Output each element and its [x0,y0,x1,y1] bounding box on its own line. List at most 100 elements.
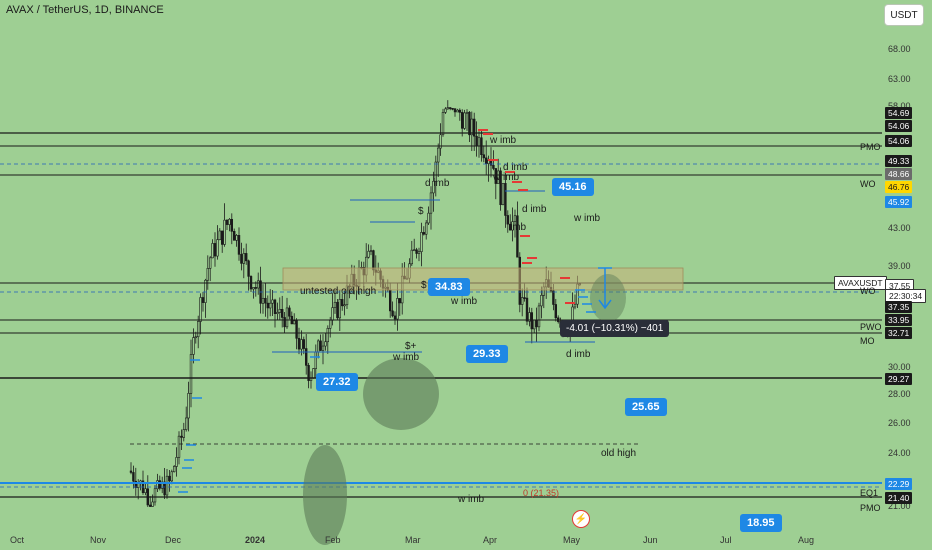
candle-body [252,287,255,290]
candle-body [185,417,188,430]
price-callout[interactable]: 34.83 [428,278,470,296]
candle-body [393,315,397,320]
candle-body [209,257,212,269]
candle-body [499,170,502,206]
price-tag: 48.66 [885,168,913,180]
candle-body [204,279,207,303]
candle-body [247,260,250,277]
candle-body [535,319,538,328]
candle-body [237,235,241,255]
annotation: w imb [393,352,420,363]
candle-body [295,320,298,339]
candle-body [432,180,435,194]
annotation: d imb [503,162,528,173]
time-tick: Aug [798,535,815,545]
candle-body [233,231,236,241]
candle-body [134,480,137,488]
candle-body [441,112,445,136]
annotation: $+ [405,341,417,352]
candle-body [144,488,147,493]
level-label: WO [860,179,876,189]
candle-body [201,297,205,303]
candle-body [458,109,461,113]
lightning-icon[interactable]: ⚡ [572,510,590,528]
candle-body [340,299,344,307]
price-tag: 37.35 [885,301,913,313]
candle-body [254,287,257,289]
candle-body [245,253,248,262]
candle-body [268,302,272,309]
candle-body [319,340,322,351]
candle-body [331,307,334,321]
candle-body [129,470,133,473]
candle-body [180,435,183,438]
candle-body [444,108,447,113]
candle-body [261,297,265,304]
candle-body [197,321,200,338]
price-callout[interactable]: 25.65 [625,398,667,416]
annotation: d imb [522,204,547,215]
price-tag: 45.92 [885,196,913,208]
candle-body [554,304,558,319]
price-tick: 68.00 [888,44,911,54]
level-label: PMO [860,142,881,152]
candle-body [165,475,169,496]
supply-zone [282,267,684,291]
candle-body [465,111,469,114]
candle-body [175,457,178,467]
candle-body [424,222,428,235]
price-tag: 49.33 [885,155,913,167]
price-tick: 58.00 [888,101,911,111]
candle-body [314,351,317,369]
annotation: $ [421,280,427,291]
candle-body [213,243,217,257]
annotation: d imb [566,349,591,360]
candle-body [189,354,193,394]
candle-body [324,341,327,347]
candle-body [158,480,161,489]
candle-body [242,253,245,264]
price-callout[interactable]: 27.32 [316,373,358,391]
candle-body [336,301,339,319]
candle-body [264,297,267,304]
candle-body [283,317,286,328]
candle-body [540,295,543,307]
candle-body [494,168,497,184]
candle-body [288,307,291,317]
candle-body [530,312,534,330]
candle-body [278,309,281,313]
highlight-ellipse [590,274,626,322]
symbol-title[interactable]: AVAX / TetherUS, 1D, BINANCE [6,4,164,16]
price-callout[interactable]: 29.33 [466,345,508,363]
candle-body [187,392,190,419]
candle-body [417,251,421,254]
candle-body [453,108,457,113]
candle-body [367,250,370,258]
price-tick: 21.00 [888,501,911,511]
price-tag: 54.06 [885,135,913,147]
price-callout[interactable]: 18.95 [740,514,782,532]
candle-body [427,212,430,224]
currency-button[interactable]: USDT [884,4,924,26]
level-label: EQ1 [860,488,879,498]
candle-body [511,221,514,231]
candle-body [194,336,197,339]
candle-body [182,429,185,438]
level-label: MO [860,336,875,346]
candle-body [206,268,209,281]
highlight-ellipse [303,445,347,545]
candle-body [256,280,260,289]
candle-body [439,134,442,149]
candle-body [525,297,529,322]
time-tick: Apr [483,535,498,545]
annotation: w imb [451,296,478,307]
candle-body [326,328,329,343]
candle-body [266,302,269,309]
candle-body [285,307,289,328]
price-tick: 43.00 [888,223,911,233]
candle-body [422,232,425,235]
price-callout[interactable]: 45.16 [552,178,594,196]
candle-body [472,118,476,137]
highlight-ellipse [363,358,439,430]
